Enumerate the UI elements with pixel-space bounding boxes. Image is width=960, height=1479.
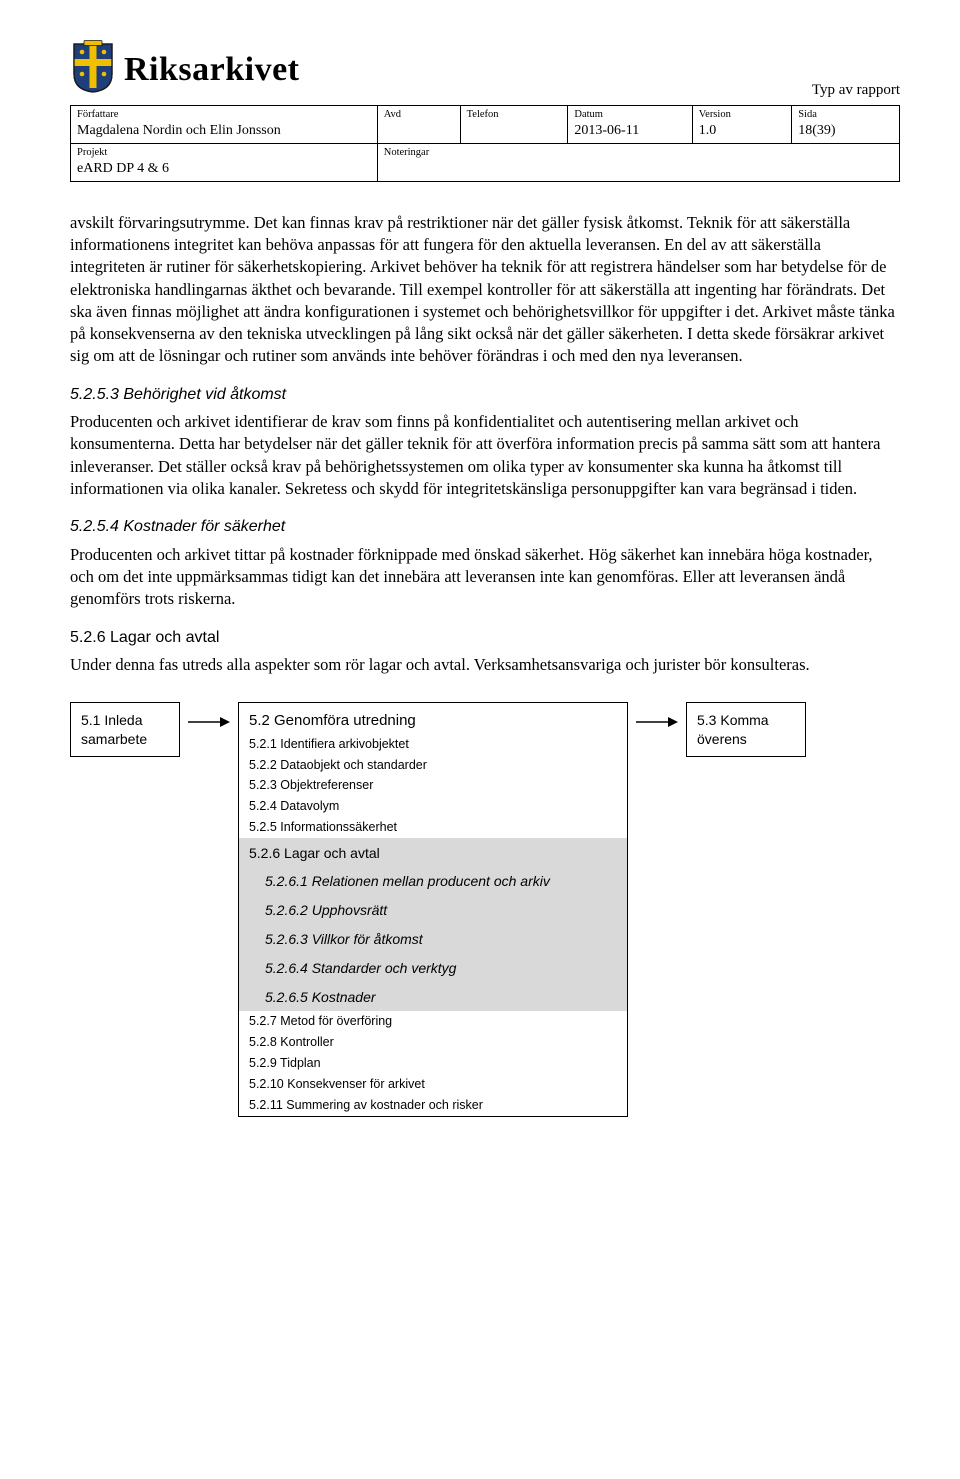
flow-group-sub: 5.2.6.4 Standarder och verktyg [239, 954, 627, 983]
heading-5-2-5-3: 5.2.5.3 Behörighet vid åtkomst [70, 384, 900, 406]
flow-group-header: 5.2.6 Lagar och avtal [239, 838, 627, 867]
meta-page-label: Sida [798, 108, 893, 122]
arrow-right [636, 702, 678, 736]
meta-date-value: 2013-06-11 [574, 122, 685, 141]
meta-phone-label: Telefon [467, 108, 562, 122]
flow-item: 5.2.7 Metod för överföring [239, 1011, 627, 1032]
paragraph-4: Under denna fas utreds alla aspekter som… [70, 654, 900, 676]
flow-box-left: 5.1 Inleda samarbete [70, 702, 180, 756]
meta-project-label: Projekt [77, 146, 371, 160]
meta-author-value: Magdalena Nordin och Elin Jonsson [77, 122, 371, 141]
coat-of-arms-icon [70, 40, 116, 101]
flow-middle-title: 5.2 Genomföra utredning [239, 703, 627, 733]
arrow-left [188, 702, 230, 736]
metadata-table: Författare Magdalena Nordin och Elin Jon… [70, 105, 900, 182]
arrow-right-icon [188, 714, 230, 736]
document-header: Riksarkivet Typ av rapport Författare Ma… [70, 40, 900, 182]
heading-5-2-5-4: 5.2.5.4 Kostnader för säkerhet [70, 516, 900, 538]
flow-item: 5.2.1 Identifiera arkivobjektet [239, 734, 627, 755]
flow-group-sub: 5.2.6.3 Villkor för åtkomst [239, 925, 627, 954]
logo-text: Riksarkivet [124, 47, 300, 93]
flow-item: 5.2.4 Datavolym [239, 796, 627, 817]
flow-item: 5.2.9 Tidplan [239, 1053, 627, 1074]
arrow-right-icon [636, 714, 678, 736]
meta-page-value: 18(39) [798, 122, 893, 141]
flow-item: 5.2.5 Informationssäkerhet [239, 817, 627, 838]
flow-item: 5.2.11 Summering av kostnader och risker [239, 1095, 627, 1116]
process-flowchart: 5.1 Inleda samarbete 5.2 Genomföra utred… [70, 702, 900, 1116]
paragraph-3: Producenten och arkivet tittar på kostna… [70, 544, 900, 611]
meta-date-label: Datum [574, 108, 685, 122]
flow-item: 5.2.10 Konsekvenser för arkivet [239, 1074, 627, 1095]
flow-group-sub: 5.2.6.5 Kostnader [239, 983, 627, 1012]
flow-group-sub: 5.2.6.2 Upphovsrätt [239, 896, 627, 925]
flow-box-right: 5.3 Komma överens [686, 702, 806, 756]
flow-item: 5.2.2 Dataobjekt och standarder [239, 755, 627, 776]
meta-project-value: eARD DP 4 & 6 [77, 160, 371, 179]
meta-version-value: 1.0 [699, 122, 785, 141]
meta-notes-label: Noteringar [384, 146, 893, 160]
heading-5-2-6: 5.2.6 Lagar och avtal [70, 627, 900, 649]
flow-item: 5.2.8 Kontroller [239, 1032, 627, 1053]
header-top-row: Riksarkivet Typ av rapport [70, 40, 900, 101]
meta-dept-label: Avd [384, 108, 454, 122]
paragraph-1: avskilt förvaringsutrymme. Det kan finna… [70, 212, 900, 368]
meta-author-label: Författare [77, 108, 371, 122]
flow-group-sub: 5.2.6.1 Relationen mellan producent och … [239, 867, 627, 896]
meta-version-label: Version [699, 108, 785, 122]
logo-block: Riksarkivet [70, 40, 300, 101]
paragraph-2: Producenten och arkivet identifierar de … [70, 411, 900, 500]
flow-item: 5.2.3 Objektreferenser [239, 775, 627, 796]
report-type-label: Typ av rapport [812, 80, 900, 100]
flow-box-middle: 5.2 Genomföra utredning 5.2.1 Identifier… [238, 702, 628, 1116]
